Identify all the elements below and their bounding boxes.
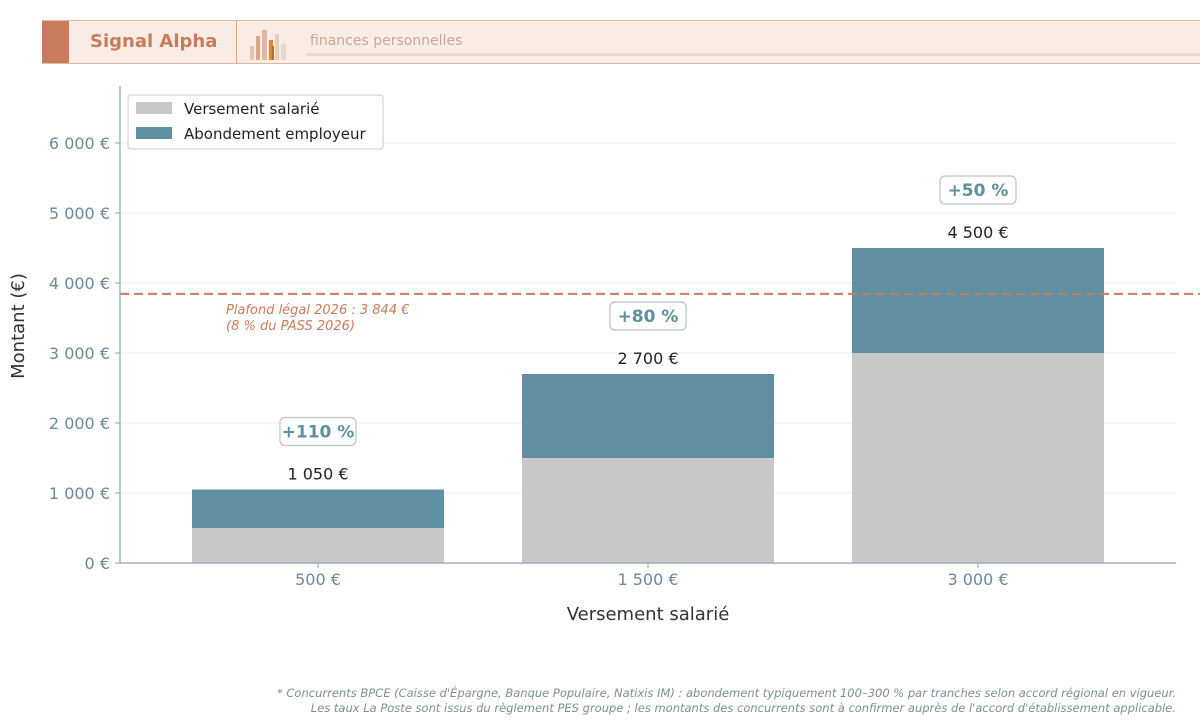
y-tick-labels: 0 € 1 000 € 2 000 € 3 000 € 4 000 € 5 000 € 6 … [49,134,120,573]
bar-salarie [522,458,774,563]
bar-employeur [192,489,444,528]
y-tick-label: 4 000 € [49,274,110,293]
total-label: 1 050 € [287,465,348,484]
legend-swatch-employeur [136,127,172,139]
badge-label: +110 % [282,423,355,443]
x-axis-label: Versement salarié [567,604,730,625]
y-tick-label: 5 000 € [49,204,110,223]
badge-label: +50 % [948,181,1009,201]
header-banner: Signal Alpha finances personnelles [42,20,1200,64]
footnote-line-2: Les taux La Poste sont issus du règlemen… [310,701,1176,715]
y-axis-label: Montant (€) [8,273,29,379]
x-tick-label: 1 500 € [617,570,678,589]
legend-frame [127,94,384,150]
footnote: * Concurrents BPCE (Caisse d'Épargne, Ba… [277,686,1176,716]
legend-label-salarie: Versement salarié [184,100,319,118]
x-tick-labels: 500 € 1 500 € 3 000 € [295,563,1009,589]
legend-label-employeur: Abondement employeur [184,125,367,143]
tagline-underline [306,53,1200,56]
badge-box [939,175,1017,205]
reference-line-group: Plafond légal 2026 : 3 844 € (8 % du PAS… [120,292,1200,334]
bar-salarie [852,353,1104,563]
x-tick-label: 3 000 € [947,570,1008,589]
y-tick-label: 2 000 € [49,414,110,433]
brand-name: Signal Alpha [90,31,218,52]
badge-box [609,301,687,331]
legend: Versement salarié Abondement employeur [127,94,384,150]
legend-swatch-salarie [136,102,172,114]
header-accent [42,21,69,63]
header-divider [236,21,237,63]
bar-employeur [522,374,774,458]
bar-employeur [852,248,1104,353]
y-tick-label: 3 000 € [49,344,110,363]
x-tick-label: 500 € [295,570,341,589]
badge-box [279,416,357,447]
plafond-label: Plafond légal 2026 : 3 844 € [226,303,410,318]
tagline: finances personnelles [310,33,463,49]
footnote-line-1: * Concurrents BPCE (Caisse d'Épargne, Ba… [277,686,1176,700]
total-label: 4 500 € [947,223,1008,242]
stacked-bar-chart: Plafond légal 2026 : 3 844 € (8 % du PAS… [8,86,1200,625]
y-tick-label: 6 000 € [49,134,110,153]
badge-label: +80 % [618,307,679,327]
bar-salarie [192,528,444,563]
y-tick-label: 1 000 € [49,484,110,503]
data-labels: 1 050 € +110 % 2 700 € +80 % 4 500 € +50 % [279,175,1017,484]
plafond-sublabel: (8 % du PASS 2026) [226,319,355,334]
bars [192,248,1104,563]
total-label: 2 700 € [617,349,678,368]
y-tick-label: 0 € [85,554,110,573]
bar-chart-icon [250,30,286,60]
